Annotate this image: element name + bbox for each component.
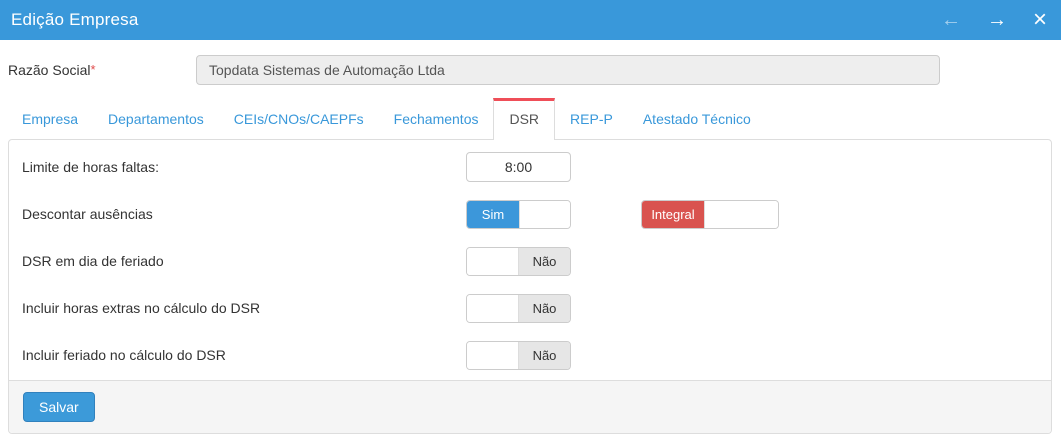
limite-horas-faltas-row: Limite de horas faltas: (22, 152, 1037, 182)
razao-social-row: Razão Social* (8, 55, 1052, 85)
descontar-ausencias-toggle[interactable]: Sim (466, 199, 571, 229)
toggle-off-label: Não (519, 341, 570, 369)
toggle-knob (467, 341, 519, 369)
tab-dsr[interactable]: DSR (493, 98, 556, 140)
limite-horas-faltas-label: Limite de horas faltas: (22, 159, 159, 175)
toggle-knob (467, 247, 519, 275)
required-marker: * (90, 62, 96, 77)
descontar-ausencias-row: Descontar ausências Sim Integral (22, 199, 1037, 229)
forward-arrow-icon[interactable]: → (986, 9, 1007, 31)
toggle-off-label: Não (519, 294, 570, 322)
toggle-on-label: Sim (467, 200, 519, 228)
back-arrow-icon[interactable]: ← (940, 9, 961, 31)
panel-footer: Salvar (9, 380, 1051, 433)
descontar-ausencias-modo-toggle[interactable]: Integral (641, 199, 779, 229)
tab-empresa[interactable]: Empresa (22, 110, 79, 127)
razao-social-label: Razão Social* (8, 62, 196, 78)
save-button[interactable]: Salvar (23, 392, 95, 422)
dsr-dia-feriado-row: DSR em dia de feriado Não (22, 246, 1037, 276)
razao-social-label-text: Razão Social (8, 62, 91, 78)
incluir-horas-extras-row: Incluir horas extras no cálculo do DSR N… (22, 293, 1037, 323)
incluir-feriado-toggle[interactable]: Não (466, 340, 571, 370)
incluir-feriado-row: Incluir feriado no cálculo do DSR Não (22, 340, 1037, 370)
tab-atestado-tecnico[interactable]: Atestado Técnico (642, 110, 751, 127)
toggle-knob (467, 294, 519, 322)
toggle-off-label: Não (519, 247, 570, 275)
page-title: Edição Empresa (11, 10, 139, 29)
dsr-dia-feriado-toggle[interactable]: Não (466, 246, 571, 276)
tab-bar: Empresa Departamentos CEIs/CNOs/CAEPFs F… (0, 98, 1061, 140)
titlebar-actions: ← → × (941, 8, 1047, 32)
tab-fechamentos[interactable]: Fechamentos (393, 110, 479, 127)
tab-rep-p[interactable]: REP-P (570, 110, 613, 127)
close-icon[interactable]: × (1032, 6, 1047, 33)
title-bar: Edição Empresa ← → × (0, 0, 1061, 40)
toggle-on-label: Integral (642, 200, 704, 228)
tab-departamentos[interactable]: Departamentos (108, 110, 204, 127)
incluir-horas-extras-toggle[interactable]: Não (466, 293, 571, 323)
incluir-horas-extras-label: Incluir horas extras no cálculo do DSR (22, 300, 261, 316)
dsr-panel-body: Limite de horas faltas: Descontar ausênc… (9, 140, 1051, 380)
toggle-knob (704, 200, 778, 228)
incluir-feriado-label: Incluir feriado no cálculo do DSR (22, 347, 226, 363)
dsr-panel: Limite de horas faltas: Descontar ausênc… (8, 139, 1052, 434)
limite-horas-faltas-input[interactable] (466, 152, 571, 182)
toggle-knob (519, 200, 570, 228)
descontar-ausencias-label: Descontar ausências (22, 206, 153, 222)
tab-ceis-cnos-caepfs[interactable]: CEIs/CNOs/CAEPFs (233, 110, 364, 127)
dsr-dia-feriado-label: DSR em dia de feriado (22, 253, 164, 269)
razao-social-field[interactable] (196, 55, 940, 85)
